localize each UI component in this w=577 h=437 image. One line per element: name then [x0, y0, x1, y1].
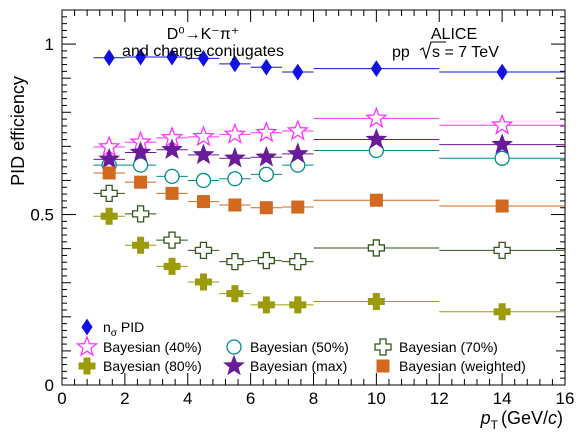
x-tick-label: 6 [246, 389, 255, 408]
data-point-bayesian-40 [194, 127, 213, 145]
data-point-bayesian-70 [258, 253, 274, 269]
data-point-bayesian-80 [133, 237, 149, 253]
legend-marker-n-pid [82, 320, 92, 335]
data-point-bayesian-70 [164, 232, 180, 248]
x-tick-label: 12 [430, 389, 449, 408]
legend-item-bayesian-80: Bayesian (80%) [79, 358, 202, 374]
y-tick-label: 1 [45, 35, 54, 54]
legend-marker-bayesian-80 [79, 358, 95, 374]
data-point-bayesian-50 [495, 151, 509, 165]
experiment-label: ALICE [431, 26, 477, 43]
data-point-bayesian-70 [368, 240, 384, 256]
data-point-bayesian-80 [227, 286, 243, 302]
data-point-bayesian-80 [101, 208, 117, 224]
data-point-bayesian-80 [258, 297, 274, 313]
y-tick-label: 0.5 [30, 206, 54, 225]
data-point-bayesian-max [194, 145, 213, 163]
svg-text:s = 7 TeV: s = 7 TeV [432, 44, 499, 61]
bin-width-bars [93, 57, 565, 312]
data-point-bayesian-max [257, 147, 276, 165]
data-point-bayesian-70 [227, 254, 243, 270]
data-point-bayesian-50 [228, 172, 242, 186]
data-point-bayesian-40 [493, 115, 512, 133]
legend-marker-bayesian-70 [375, 339, 391, 355]
data-point-n-pid [261, 60, 271, 75]
data-point-bayesian-40 [288, 121, 307, 139]
data-point-bayesian-70 [133, 206, 149, 222]
legend-marker-bayesian-max [224, 356, 243, 374]
data-point-bayesian-weighted [260, 202, 272, 214]
data-point-bayesian-weighted [496, 200, 508, 212]
data-point-bayesian-50 [259, 167, 273, 181]
data-point-bayesian-weighted [370, 194, 382, 206]
data-point-n-pid [293, 65, 303, 80]
data-point-bayesian-weighted [103, 167, 115, 179]
data-point-bayesian-50 [196, 173, 210, 187]
data-point-bayesian-weighted [166, 187, 178, 199]
x-tick-label: 14 [493, 389, 512, 408]
data-point-bayesian-40 [257, 123, 276, 141]
legend-label: Bayesian (80%) [103, 358, 202, 374]
legend-label: Bayesian (max) [250, 358, 347, 374]
legend-item-bayesian-weighted: Bayesian (weighted) [377, 358, 526, 374]
collision-label: pp s = 7 TeV [392, 42, 499, 61]
data-point-bayesian-70 [290, 254, 306, 270]
data-point-n-pid [104, 50, 114, 65]
series-bayesian-40 [100, 108, 512, 155]
data-point-bayesian-80 [195, 274, 211, 290]
data-point-bayesian-max [225, 148, 244, 166]
legend-label: Bayesian (weighted) [399, 358, 526, 374]
x-tick-label: 2 [120, 389, 129, 408]
y-tick-label: 0 [45, 376, 54, 395]
legend-item-bayesian-40: Bayesian (40%) [77, 337, 201, 355]
legend-item-n-pid: nσ PID [82, 319, 144, 339]
data-point-bayesian-weighted [135, 176, 147, 188]
legend-marker-bayesian-weighted [377, 360, 389, 372]
data-point-bayesian-40 [225, 124, 244, 142]
x-tick-label: 0 [57, 389, 66, 408]
data-point-bayesian-weighted [292, 201, 304, 213]
data-point-bayesian-80 [290, 297, 306, 313]
x-tick-label: 8 [309, 389, 318, 408]
legend-label: Bayesian (40%) [103, 339, 202, 355]
x-axis-title: pT (GeV/c) [480, 408, 563, 432]
data-point-bayesian-80 [494, 304, 510, 320]
data-point-bayesian-70 [101, 185, 117, 201]
legend-label: Bayesian (50%) [250, 339, 349, 355]
data-point-bayesian-40 [367, 108, 386, 126]
data-point-bayesian-weighted [197, 196, 209, 208]
data-point-n-pid [371, 61, 381, 76]
data-point-bayesian-weighted [229, 199, 241, 211]
svg-text:pp: pp [392, 44, 410, 61]
data-point-bayesian-max [163, 140, 182, 158]
legend-item-bayesian-max: Bayesian (max) [224, 356, 347, 374]
legend-item-bayesian-50: Bayesian (50%) [227, 339, 349, 355]
x-tick-label: 4 [183, 389, 192, 408]
legend-marker-bayesian-50 [227, 340, 241, 354]
data-point-bayesian-80 [164, 258, 180, 274]
x-tick-label: 10 [367, 389, 386, 408]
data-point-bayesian-50 [165, 169, 179, 183]
series-bayesian-70 [101, 185, 510, 269]
data-point-n-pid [497, 65, 507, 80]
data-point-bayesian-80 [368, 293, 384, 309]
data-points [100, 50, 512, 320]
y-axis-title: PID efficiency [8, 76, 28, 186]
process-label: D⁰→K⁻π⁺ [167, 26, 240, 43]
data-point-bayesian-max [493, 135, 512, 153]
legend-item-bayesian-70: Bayesian (70%) [375, 339, 498, 355]
data-point-bayesian-70 [195, 242, 211, 258]
charge-conjugates-label: and charge conjugates [122, 43, 284, 60]
legend-label: nσ PID [103, 319, 144, 339]
data-point-bayesian-70 [494, 242, 510, 258]
x-tick-label: 16 [556, 389, 575, 408]
legend-marker-bayesian-40 [77, 337, 96, 355]
series-bayesian-max [100, 130, 512, 168]
legend-label: Bayesian (70%) [399, 339, 498, 355]
